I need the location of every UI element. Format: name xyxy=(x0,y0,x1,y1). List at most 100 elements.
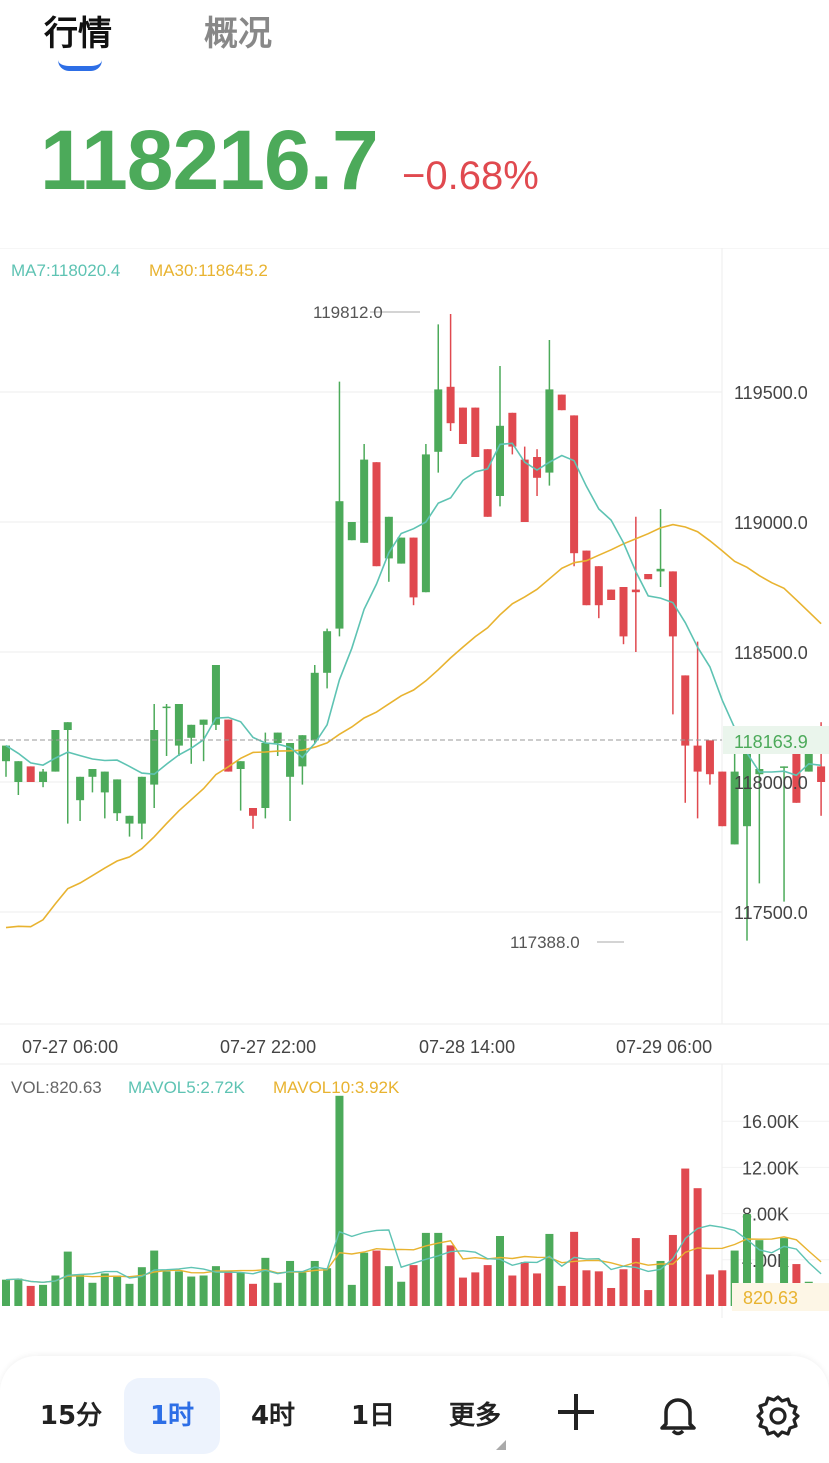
candle-body xyxy=(780,766,789,768)
candle-body xyxy=(718,771,727,827)
volume-bar xyxy=(434,1232,443,1306)
candlestick-chart[interactable]: MA7:118020.4 MA30:118645.2 119500.0 11900… xyxy=(0,248,829,1328)
volume-bar xyxy=(619,1269,628,1306)
price-tick-label: 119500.0 xyxy=(734,383,808,403)
candle-body xyxy=(792,732,801,803)
bottom-toolbar: 15分 1时 4时 1日 更多 xyxy=(0,1356,829,1463)
volume-bar xyxy=(236,1272,245,1306)
volume-tick-label: 8.00K xyxy=(742,1205,789,1225)
price-axis: 119500.0 119000.0 118500.0 118000.0 117500.0 xyxy=(734,383,808,923)
candle-body xyxy=(619,587,628,637)
volume-bar xyxy=(372,1250,381,1306)
volume-bar xyxy=(137,1267,146,1306)
volume-bar xyxy=(582,1270,591,1306)
candle-body xyxy=(162,706,171,709)
volume-bar xyxy=(693,1188,702,1306)
volume-bar xyxy=(162,1271,171,1306)
volume-tick-label: 4.00K xyxy=(742,1251,789,1271)
ma30-line xyxy=(5,523,822,929)
candle-body xyxy=(681,675,690,746)
volume-bar xyxy=(2,1279,10,1306)
candle-body xyxy=(496,425,504,496)
grid-lines xyxy=(0,248,829,1025)
tab-market[interactable]: 行情 xyxy=(44,14,112,54)
volume-tick-label: 16.00K xyxy=(742,1112,799,1132)
interval-1h-button[interactable]: 1时 xyxy=(124,1378,220,1454)
candle-body xyxy=(187,724,196,738)
volume-bar xyxy=(310,1260,319,1306)
interval-1d-button[interactable]: 1日 xyxy=(350,1401,396,1431)
candle-body xyxy=(458,407,467,444)
volume-bar xyxy=(730,1250,739,1306)
candle-body xyxy=(14,761,23,782)
volume-bar xyxy=(780,1238,789,1306)
candle-body xyxy=(483,449,492,517)
volume-bar xyxy=(718,1270,727,1306)
volume-bar xyxy=(594,1271,603,1306)
interval-15m-button[interactable]: 15分 xyxy=(39,1401,103,1431)
volume-tick-label: 12.00K xyxy=(742,1158,799,1178)
price-tick-label: 118500.0 xyxy=(734,643,808,663)
volume-bar xyxy=(360,1252,369,1306)
volume-bar xyxy=(570,1231,579,1306)
candle-body xyxy=(533,457,542,478)
volume-bar xyxy=(471,1272,480,1306)
candle-body xyxy=(705,740,714,775)
bell-icon[interactable] xyxy=(658,1394,698,1436)
candle-body xyxy=(471,407,480,457)
time-tick-label: 07-27 06:00 xyxy=(22,1037,118,1057)
candle-body xyxy=(39,771,48,782)
ma7-label: MA7:118020.4 xyxy=(11,261,120,280)
volume-bar xyxy=(496,1236,504,1306)
candle-body xyxy=(421,454,430,593)
volume-bar xyxy=(705,1274,714,1306)
candle-body xyxy=(804,745,813,772)
candle-body xyxy=(199,719,208,725)
volume-bar xyxy=(631,1238,640,1306)
time-tick-label: 07-28 14:00 xyxy=(419,1037,515,1057)
candle-body xyxy=(644,574,653,580)
low-price-label: 117388.0 xyxy=(510,933,580,952)
gear-icon[interactable] xyxy=(756,1394,800,1438)
candle-body xyxy=(261,743,270,808)
volume-bar xyxy=(14,1278,23,1306)
candle-body xyxy=(26,766,35,782)
volume-bar xyxy=(187,1276,196,1306)
mavol10-label: MAVOL10:3.92K xyxy=(273,1078,400,1097)
price-tick-label: 118000.0 xyxy=(734,773,808,793)
price-tick-label: 117500.0 xyxy=(734,903,808,923)
candle-body xyxy=(594,566,603,606)
candle-body xyxy=(730,771,739,845)
ma7-line xyxy=(5,442,822,777)
volume-bar xyxy=(63,1251,72,1306)
interval-4h-button[interactable]: 4时 xyxy=(250,1401,296,1431)
candle-body xyxy=(63,722,72,730)
volume-bar xyxy=(557,1285,566,1306)
volume-bar xyxy=(656,1260,665,1306)
candle-body xyxy=(743,745,751,827)
volume-bar xyxy=(397,1281,406,1306)
more-intervals-button[interactable]: 更多 xyxy=(448,1401,501,1431)
candle-body xyxy=(434,389,443,452)
candle-body xyxy=(174,704,183,746)
more-dropdown-icon xyxy=(496,1440,506,1450)
volume-bar xyxy=(743,1214,751,1306)
volume-bar xyxy=(76,1274,85,1306)
price-tick-label: 119000.0 xyxy=(734,513,808,533)
add-indicator-icon[interactable] xyxy=(556,1392,596,1432)
volume-bar xyxy=(199,1275,208,1306)
candle-body xyxy=(557,394,566,411)
volume-bar xyxy=(26,1285,35,1306)
tab-overview[interactable]: 概况 xyxy=(204,14,272,54)
volume-bar xyxy=(533,1273,542,1306)
candle-body xyxy=(360,459,369,543)
volume-bar xyxy=(409,1265,418,1306)
volume-bar xyxy=(298,1272,307,1306)
volume-bar xyxy=(483,1265,492,1306)
volume-bar xyxy=(458,1277,467,1306)
volume-bar xyxy=(681,1168,690,1306)
volume-bar xyxy=(421,1232,430,1306)
volume-bar xyxy=(668,1234,677,1306)
candle-body xyxy=(2,745,10,762)
volume-bar xyxy=(335,1095,344,1306)
